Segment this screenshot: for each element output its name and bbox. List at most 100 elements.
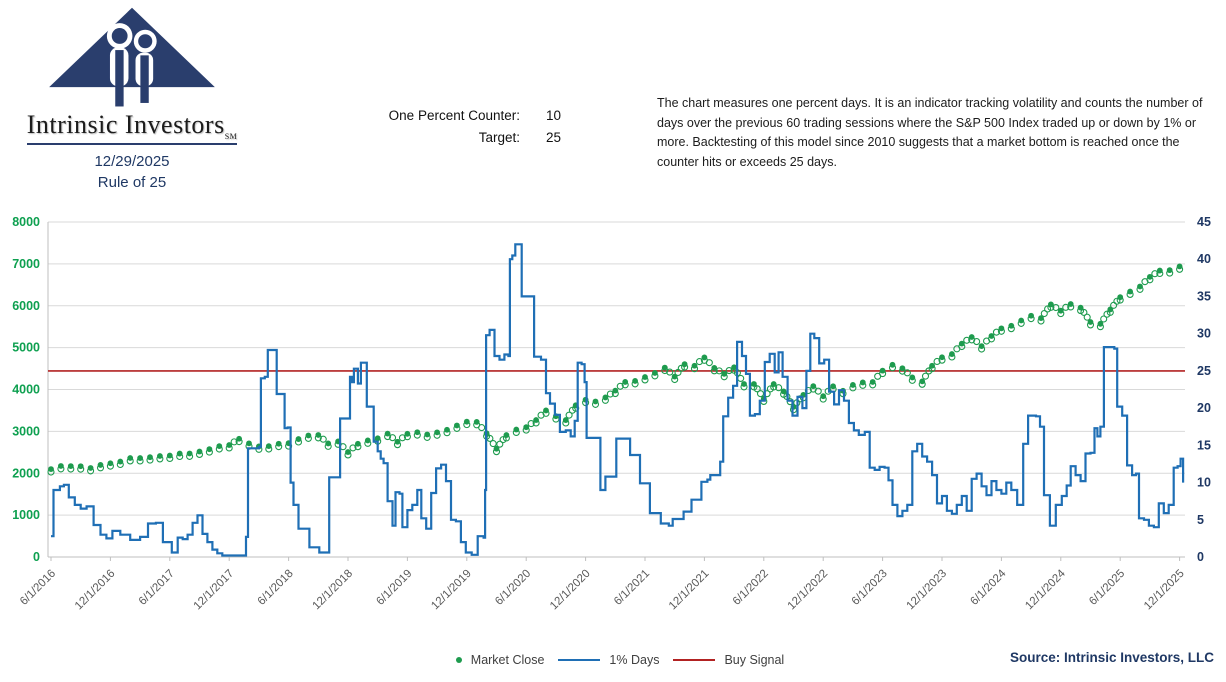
market-close-point: [721, 370, 728, 377]
market-close-ring: [1100, 315, 1108, 323]
market-close-point: [325, 440, 332, 447]
market-close-point: [493, 445, 500, 452]
market-close-point: [1127, 288, 1133, 295]
right-axis-tick-label: 40: [1197, 252, 1211, 266]
legend-label: Market Close: [470, 653, 545, 667]
market-close-point: [226, 442, 233, 448]
market-close-ring: [973, 338, 981, 346]
x-axis-tick-label: 12/1/2021: [667, 568, 712, 613]
logo-block: Intrinsic InvestorsSM 12/29/2025 Rule of…: [22, 6, 242, 191]
market-close-point: [1057, 307, 1064, 314]
market-close-point: [691, 362, 698, 369]
x-axis-tick-label: 12/1/2025: [1142, 568, 1187, 613]
market-close-point: [97, 462, 104, 468]
market-close-point: [275, 440, 282, 447]
buy-signal-line-icon: [673, 659, 716, 661]
market-close-point: [157, 453, 163, 459]
x-axis-tick-label: 6/1/2020: [493, 568, 533, 608]
one-percent-counter-row: One Percent Counter: 10: [360, 108, 606, 123]
market-close-point: [978, 343, 985, 350]
market-close-ring: [398, 434, 407, 442]
report-date: 12/29/2025: [94, 153, 170, 171]
market-close-ring: [753, 385, 761, 393]
market-close-point: [869, 379, 876, 385]
market-close-point: [236, 435, 243, 442]
market-close-ring: [1151, 270, 1159, 278]
right-axis-tick-label: 30: [1197, 327, 1211, 341]
left-axis-tick-label: 5000: [12, 341, 40, 355]
market-close-point: [1087, 319, 1094, 325]
market-close-ring: [349, 444, 357, 452]
market-close-point: [1147, 273, 1153, 280]
market-close-ring: [814, 387, 822, 395]
market-close-point: [166, 452, 173, 459]
market-close-point: [1137, 283, 1143, 290]
market-close-point: [147, 454, 153, 461]
market-close-point: [988, 333, 995, 339]
one-percent-counter-label: One Percent Counter:: [388, 108, 520, 123]
market-close-point: [562, 417, 569, 423]
market-close-point: [48, 466, 54, 473]
market-close-ring: [230, 438, 238, 446]
market-close-point: [909, 374, 916, 381]
market-close-point: [820, 393, 827, 400]
x-axis-tick-label: 6/1/2025: [1087, 568, 1127, 608]
market-close-ring: [921, 372, 930, 380]
market-close-point: [859, 379, 866, 386]
x-axis-tick-label: 6/1/2021: [612, 568, 652, 608]
market-close-ring: [666, 368, 674, 376]
market-close-point: [1028, 312, 1034, 319]
x-axis-tick-label: 12/1/2020: [548, 568, 593, 613]
market-close-ring: [756, 390, 765, 398]
market-close-point: [1166, 267, 1173, 274]
market-close-ring: [775, 384, 783, 392]
market-close-point: [592, 398, 599, 405]
right-axis-tick-label: 45: [1197, 215, 1211, 229]
x-axis-tick-label: 6/1/2016: [18, 568, 58, 608]
market-close-point: [810, 383, 817, 390]
x-axis-tick-label: 12/1/2023: [904, 568, 949, 613]
left-axis-tick-label: 1000: [12, 508, 40, 522]
market-close-point: [87, 465, 94, 471]
market-close-ring: [1113, 297, 1121, 305]
x-axis-tick-label: 6/1/2019: [374, 568, 414, 608]
chart-description: The chart measures one percent days. It …: [657, 96, 1203, 169]
market-close-point: [770, 381, 777, 387]
left-axis-tick-label: 7000: [12, 257, 40, 271]
market-close-point: [295, 436, 302, 442]
market-close-point: [602, 394, 609, 401]
market-close-ring: [695, 358, 704, 366]
rule-of-25-chart: 0 1000 2000 3000 4000 5000 6000 7000 8000 0 5 10 15 2…: [12, 215, 1211, 613]
one-percent-counter-value: 10: [546, 108, 562, 123]
market-close-point: [642, 374, 648, 380]
market-close-point: [137, 455, 144, 461]
left-axis-tick-label: 3000: [12, 424, 40, 438]
market-close-point: [652, 370, 658, 376]
market-close-ring: [527, 420, 535, 428]
intrinsic-investors-logo-icon: [49, 7, 215, 107]
market-close-ring: [478, 424, 486, 432]
x-axis-tick-label: 6/1/2017: [137, 568, 177, 608]
market-close-point: [751, 381, 757, 387]
market-close-point: [305, 432, 312, 439]
market-close-point: [176, 450, 183, 457]
legend-item-one-percent-days: 1% Days: [558, 653, 659, 667]
market-close-point: [246, 440, 252, 447]
market-close-point: [958, 340, 965, 347]
market-close-point: [444, 426, 450, 433]
market-close-point: [414, 429, 421, 436]
market-close-point: [58, 463, 64, 469]
market-close-point: [1077, 304, 1084, 311]
market-close-ring: [933, 357, 941, 366]
market-close-point: [681, 361, 688, 368]
market-close-point: [1107, 306, 1114, 313]
legend-label: 1% Days: [609, 653, 660, 667]
market-close-point: [741, 381, 747, 387]
x-axis-tick-label: 12/1/2017: [192, 568, 237, 613]
legend-item-market-close: Market Close: [455, 653, 545, 667]
market-close-ring: [725, 367, 733, 375]
market-close-point: [879, 367, 886, 374]
market-close-point: [830, 383, 836, 390]
x-axis-tick-label: 12/1/2024: [1023, 567, 1068, 612]
market-close-ring: [499, 436, 507, 444]
